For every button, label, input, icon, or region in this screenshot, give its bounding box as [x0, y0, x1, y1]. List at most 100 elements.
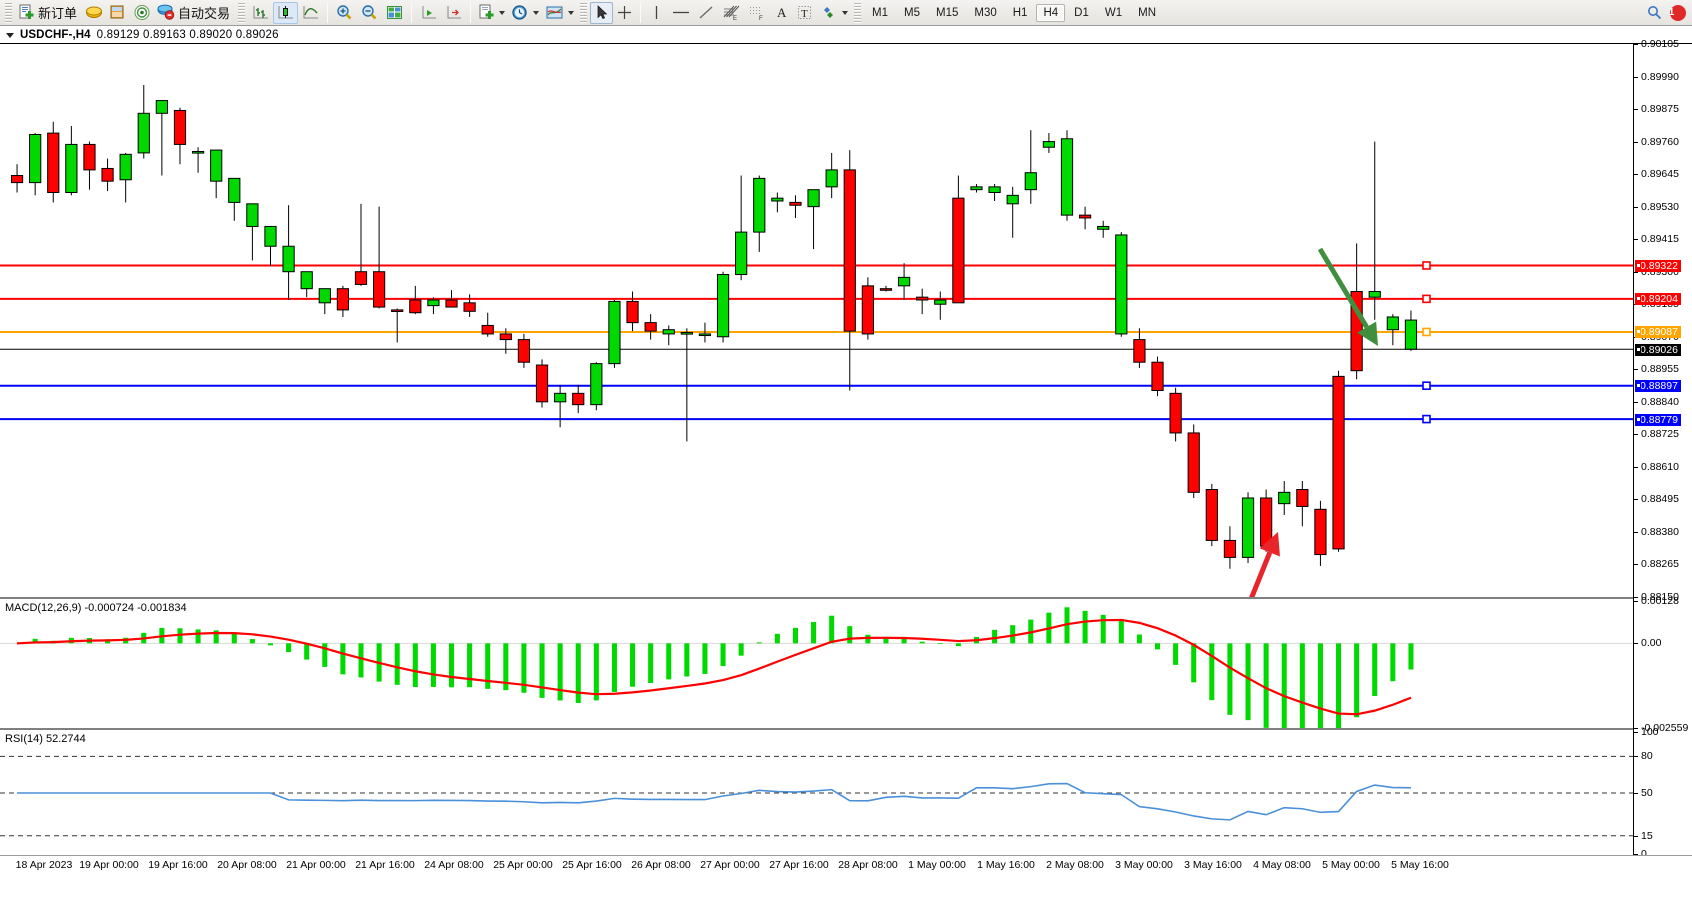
candle	[771, 192, 784, 213]
candle	[1024, 130, 1037, 204]
candle	[1060, 130, 1074, 221]
vertical-line-button[interactable]	[645, 2, 668, 24]
rsi-axis-tick: 15	[1634, 830, 1653, 842]
line-chart-button[interactable]	[298, 2, 323, 24]
zoom-out-button[interactable]	[357, 2, 382, 24]
rsi-chart-svg	[0, 755, 1633, 837]
chart-area[interactable]: MACD(12,26,9) -0.000724 -0.001834 RSI(14…	[0, 39, 1692, 899]
macd-pane[interactable]: MACD(12,26,9) -0.000724 -0.001834	[0, 601, 1633, 730]
shapes-button[interactable]	[816, 2, 851, 24]
candle	[861, 277, 874, 340]
chevron-down-icon-4[interactable]	[842, 10, 849, 15]
candle	[644, 314, 657, 340]
expert-advisors-button[interactable]	[82, 2, 106, 24]
candle	[1151, 356, 1164, 397]
price-axis[interactable]: 0.90105 0.89990 0.89875 0.89760 0.89645 0.895…	[1633, 39, 1692, 860]
fibonacci-button[interactable]: E	[718, 2, 744, 24]
crosshair-button[interactable]	[613, 2, 636, 24]
candle	[1223, 526, 1237, 569]
network-button[interactable]	[130, 2, 154, 24]
toolbar-grip-2[interactable]	[238, 2, 246, 23]
toolbar-grip-3[interactable]	[580, 2, 588, 23]
price-pane[interactable]	[0, 44, 1633, 599]
data-window-button[interactable]	[106, 2, 130, 24]
alert-badge-icon	[1670, 4, 1686, 21]
templates-button[interactable]	[475, 2, 508, 24]
price-axis-handle[interactable]	[1636, 383, 1641, 389]
price-axis-handle[interactable]	[1636, 329, 1641, 335]
price-axis-chip-resistance-2[interactable]: 0.89322	[1635, 259, 1681, 272]
time-axis-label: 1 May 00:00	[908, 859, 966, 871]
hline-support-2[interactable]	[0, 414, 1633, 424]
rsi-axis-tick: 100	[1634, 727, 1659, 738]
clock-icon	[512, 5, 527, 20]
candlestick-chart-button[interactable]	[273, 1, 299, 24]
chevron-down-icon[interactable]	[499, 10, 506, 15]
price-axis-handle[interactable]	[1636, 346, 1641, 352]
candle	[535, 359, 549, 408]
candle	[1006, 186, 1019, 238]
alert-badge-button[interactable]: 1	[1666, 2, 1690, 24]
time-axis-label: 21 Apr 16:00	[355, 859, 415, 871]
rsi-pane[interactable]: RSI(14) 52.2744	[0, 732, 1633, 854]
rsi-label: RSI(14) 52.2744	[5, 733, 86, 745]
new-order-button[interactable]: 新订单	[15, 2, 82, 24]
hline-support-1[interactable]	[0, 381, 1633, 391]
text-button[interactable]: A	[770, 2, 793, 24]
tile-windows-icon	[387, 6, 403, 19]
price-axis-handle[interactable]	[1636, 416, 1641, 422]
chevron-down-icon-2[interactable]	[533, 10, 540, 15]
search-icon	[1648, 6, 1662, 20]
candle	[1097, 220, 1110, 238]
price-axis-chip-last-price[interactable]: 0.89026	[1635, 343, 1681, 356]
macd-axis-tick: 0.00	[1634, 638, 1661, 649]
price-axis-handle[interactable]	[1636, 262, 1641, 268]
timeframe-m5[interactable]: M5	[904, 6, 920, 19]
timeframe-m30[interactable]: M30	[974, 6, 997, 19]
time-axis[interactable]: 18 Apr 2023 19 Apr 00:00 19 Apr 16:00 20 Ap…	[0, 855, 1692, 899]
candle	[1042, 133, 1056, 153]
timeframe-m1[interactable]: M1	[872, 6, 889, 19]
hline-resistance-1[interactable]	[0, 294, 1633, 304]
price-axis-chip-resistance-1[interactable]: 0.89204	[1635, 293, 1681, 306]
indicators-button[interactable]	[542, 2, 577, 24]
price-axis-chip-support-2[interactable]: 0.88779	[1635, 413, 1681, 426]
autotrading-button[interactable]: 自动交易	[154, 2, 235, 24]
candle	[83, 141, 96, 190]
horizontal-line-button[interactable]	[668, 2, 694, 24]
timeframe-mn[interactable]: MN	[1138, 6, 1156, 19]
candle	[173, 107, 187, 165]
auto-scroll-icon	[447, 6, 462, 19]
trendline-button[interactable]	[694, 2, 718, 24]
price-chart-svg	[0, 85, 1633, 597]
period-button[interactable]	[508, 2, 542, 24]
price-axis-chip-pivot[interactable]: 0.89087	[1635, 326, 1681, 339]
chevron-down-icon-3[interactable]	[568, 10, 575, 15]
chart-shift-button[interactable]	[416, 2, 441, 24]
channel-button[interactable]: F	[744, 2, 770, 24]
tile-windows-button[interactable]	[382, 2, 407, 24]
text-label-button[interactable]: T	[793, 2, 816, 24]
toolbar-grip[interactable]	[5, 2, 12, 23]
cursor-button[interactable]	[590, 1, 614, 24]
price-axis-handle[interactable]	[1636, 296, 1641, 302]
toolbar-grip-4[interactable]	[854, 2, 862, 23]
auto-scroll-button[interactable]	[441, 2, 466, 24]
hline-resistance-2[interactable]	[0, 261, 1633, 270]
timeframe-h1[interactable]: H1	[1012, 6, 1028, 19]
candle	[716, 271, 730, 343]
price-axis-chip-support-1[interactable]: 0.88897	[1635, 380, 1681, 393]
expert-advisors-icon	[86, 6, 103, 18]
timeframe-m15[interactable]: M15	[936, 6, 959, 19]
zoom-in-button[interactable]	[332, 2, 357, 24]
toolbar-separator-2	[411, 2, 413, 23]
bar-chart-button[interactable]	[248, 2, 273, 24]
time-axis-label: 20 Apr 08:00	[217, 859, 277, 871]
search-button[interactable]	[1643, 2, 1666, 24]
collapse-triangle-icon[interactable]	[6, 32, 14, 38]
candle	[427, 297, 440, 315]
timeframe-h4[interactable]: H4	[1036, 3, 1066, 22]
timeframe-d1[interactable]: D1	[1074, 6, 1089, 19]
time-axis-label: 19 Apr 16:00	[148, 859, 208, 871]
timeframe-w1[interactable]: W1	[1104, 6, 1123, 19]
